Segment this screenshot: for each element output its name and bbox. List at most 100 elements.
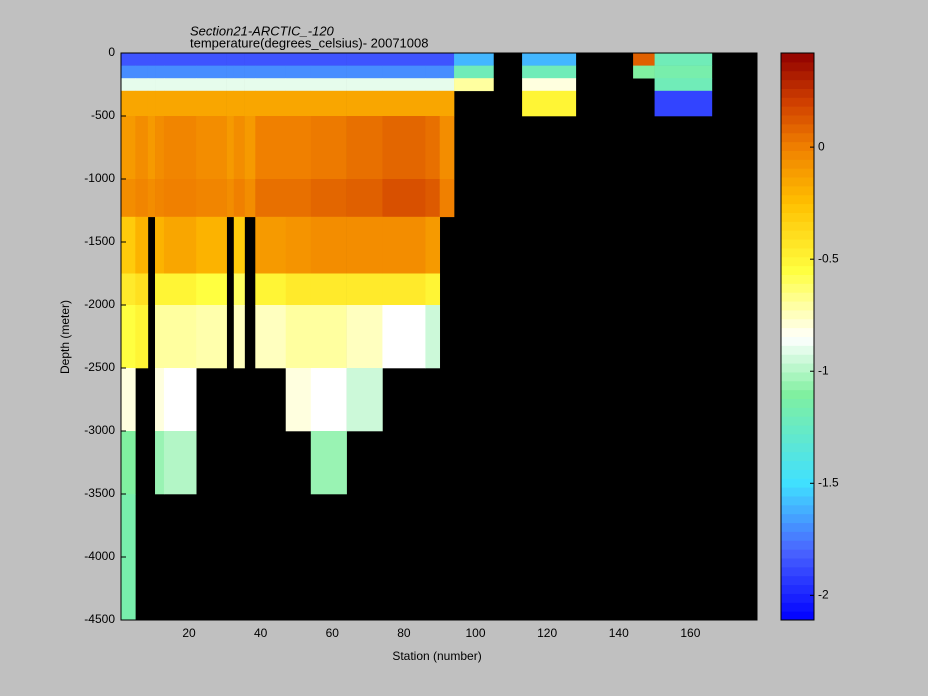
colorbar-segment (781, 327, 814, 337)
colorbar-segment (781, 88, 814, 98)
colorbar-segment (781, 531, 814, 541)
heat-cell (425, 216, 441, 274)
heat-cell (439, 78, 455, 92)
heat-cell (121, 431, 136, 495)
heat-cell (310, 368, 347, 432)
heat-cell (285, 90, 312, 117)
colorbar-segment (781, 398, 814, 408)
heat-cell (310, 216, 347, 274)
colorbar-segment (781, 159, 814, 169)
heat-cell (285, 305, 312, 369)
heat-cell (163, 431, 197, 495)
heat-cell (155, 65, 165, 79)
colorbar-segment (781, 407, 814, 417)
heat-cell (163, 116, 197, 180)
x-tick-label: 120 (537, 626, 557, 640)
colorbar-segment (781, 79, 814, 89)
heat-cell (226, 53, 235, 66)
heat-cell (226, 116, 235, 180)
heat-cell (121, 65, 136, 79)
colorbar-segment (781, 460, 814, 470)
heat-cell (244, 116, 256, 180)
heat-cell (346, 216, 383, 274)
heat-cell (439, 53, 455, 66)
y-tick-label: -1000 (84, 171, 115, 185)
heat-cell (233, 116, 245, 180)
heat-cell (233, 305, 245, 369)
colorbar-segment (781, 495, 814, 506)
heat-cell (285, 78, 312, 92)
x-tick-label: 40 (254, 626, 268, 640)
heat-cell (382, 78, 426, 92)
heat-cell (233, 53, 245, 66)
heat-cell (163, 273, 197, 306)
heat-cell (425, 273, 441, 306)
heat-cell (346, 90, 383, 117)
heat-cell (439, 116, 455, 180)
heat-cell (454, 53, 494, 66)
colorbar-segment (781, 451, 814, 462)
colorbar-segment (781, 177, 814, 187)
heat-cell (425, 90, 441, 117)
colorbar-segment (781, 132, 814, 143)
heat-cell (244, 90, 256, 117)
heat-cell (135, 179, 149, 218)
heat-cell (163, 216, 197, 274)
heat-cell (244, 53, 256, 66)
heat-cell (155, 179, 165, 218)
heat-cell (310, 78, 347, 92)
x-tick-label: 160 (680, 626, 700, 640)
heat-cell (346, 368, 383, 432)
colorbar-segment (781, 478, 814, 488)
heat-cell (310, 273, 347, 306)
colorbar-segment (781, 433, 814, 444)
heat-cell (454, 78, 494, 92)
heat-cell (196, 179, 227, 218)
colorbar-segment (781, 150, 814, 160)
colorbar-tick-label: -1.5 (818, 475, 839, 489)
heat-cell (196, 216, 227, 274)
colorbar-segment (781, 566, 814, 577)
y-tick-label: -1500 (84, 234, 115, 248)
heat-cell (135, 216, 149, 274)
colorbar-tick-label: -1 (818, 363, 829, 377)
heat-cell (382, 216, 426, 274)
heat-cell (226, 78, 235, 92)
heat-cell (135, 65, 149, 79)
heat-cell (310, 53, 347, 66)
heat-cell (346, 305, 383, 369)
heat-cell (255, 116, 287, 180)
heat-cell (163, 305, 197, 369)
heat-cell (425, 53, 441, 66)
heat-cell (346, 116, 383, 180)
heat-cell (121, 90, 136, 117)
colorbar-segment (781, 345, 814, 355)
heat-cell (285, 368, 312, 432)
heat-cell (425, 305, 441, 369)
heat-cell (233, 273, 245, 306)
colorbar-segment (781, 141, 814, 151)
heat-cell (121, 53, 136, 66)
colorbar-segment (781, 106, 814, 116)
heat-cell (255, 65, 287, 79)
heat-cell (147, 53, 156, 66)
colorbar-segment (781, 318, 814, 329)
colorbar-segment (781, 97, 814, 107)
colorbar-segment (781, 212, 814, 222)
colorbar-segment (781, 70, 814, 81)
heat-cell (654, 90, 713, 117)
heat-cell (255, 179, 287, 218)
heat-cell (439, 65, 455, 79)
colorbar-tick-label: -0.5 (818, 251, 839, 265)
heat-cell (155, 90, 165, 117)
heat-cell (147, 90, 156, 117)
colorbar-segment (781, 265, 814, 275)
heat-cell (147, 78, 156, 92)
colorbar-segment (781, 239, 814, 249)
heat-cell (255, 305, 287, 369)
heat-cell (285, 116, 312, 180)
colorbar-segment (781, 416, 814, 426)
colorbar-segment (781, 575, 814, 586)
y-tick-label: -4000 (84, 549, 115, 563)
